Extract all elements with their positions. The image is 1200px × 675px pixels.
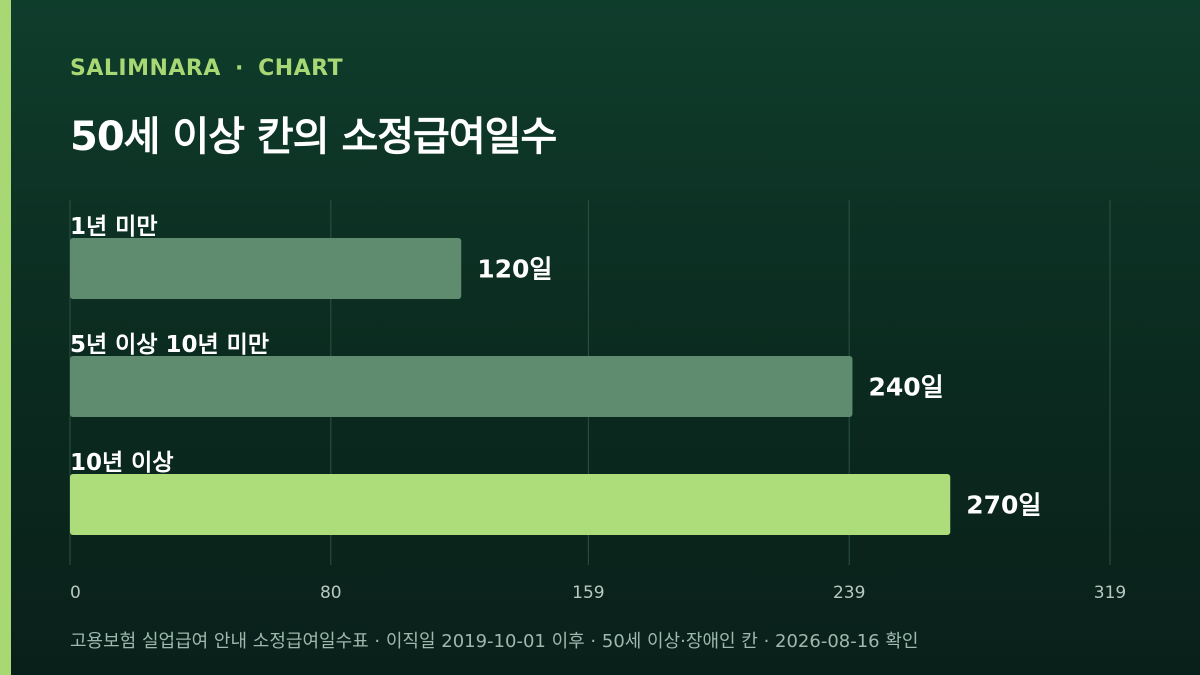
label-layer: 1년 미만 120일 5년 이상 10년 미만 240일 10년 이상 270일: [70, 214, 1041, 520]
brand-section: CHART: [258, 56, 344, 81]
value-label-1: 240일: [868, 373, 943, 402]
chart-title: 50세 이상 칸의 소정급여일수: [70, 114, 557, 160]
x-tick-label-1: 80: [320, 583, 342, 603]
bar-1: [70, 356, 853, 417]
x-tick-label-4: 319: [1094, 583, 1126, 603]
tick-layer: 0 80 159 239 319: [70, 583, 1126, 603]
accent-stripe: [0, 0, 11, 675]
category-label-2: 10년 이상: [70, 450, 174, 476]
bar-2: [70, 474, 951, 535]
x-tick-label-2: 159: [572, 583, 604, 603]
category-label-1: 5년 이상 10년 미만: [70, 332, 269, 358]
bar-layer: [70, 238, 951, 535]
brand-separator: ·: [235, 56, 244, 81]
category-label-0: 1년 미만: [70, 214, 158, 240]
brand-label: SALIMNARA · CHART: [70, 56, 343, 81]
value-label-2: 270일: [966, 491, 1041, 520]
x-tick-label-0: 0: [70, 583, 81, 603]
value-label-0: 120일: [477, 255, 552, 284]
brand-name: SALIMNARA: [70, 56, 221, 81]
source-footnote: 고용보험 실업급여 안내 소정급여일수표 · 이직일 2019-10-01 이후…: [70, 631, 919, 652]
x-tick-label-3: 239: [833, 583, 865, 603]
bar-0: [70, 238, 462, 299]
